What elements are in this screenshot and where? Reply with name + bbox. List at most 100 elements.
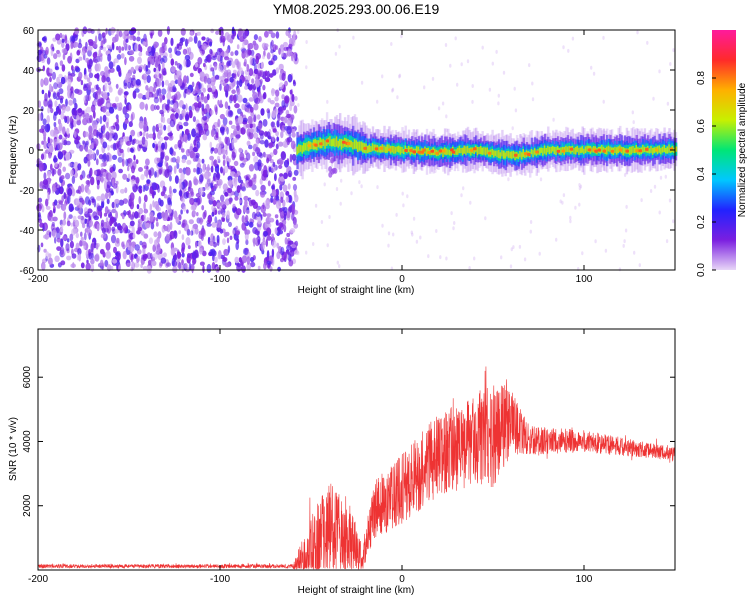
spectrogram-cell — [248, 179, 253, 187]
spectrogram-cell — [574, 205, 577, 210]
spectrogram-cell — [454, 36, 457, 41]
spectrogram-cell — [100, 163, 104, 168]
spectrogram-cell — [167, 82, 173, 92]
spectrogram-cell — [94, 58, 98, 64]
spectrogram-cell — [269, 266, 273, 272]
spectrogram-cell — [371, 143, 375, 151]
spectrogram-ytick-label: -20 — [20, 186, 35, 197]
spectrogram-cell — [125, 73, 129, 81]
spectrogram-cell — [85, 94, 90, 102]
spectrogram-cell — [262, 238, 266, 243]
spectrogram-cell — [71, 248, 74, 256]
spectrogram-cell — [236, 44, 240, 50]
spectrogram-cell — [74, 137, 80, 145]
spectrogram-cell — [189, 197, 195, 205]
spectrogram-cell — [378, 146, 381, 153]
spectrogram-cell — [545, 148, 548, 155]
spectrogram-ytick-label: 0 — [28, 146, 34, 157]
spectrogram-cell — [566, 146, 570, 152]
spectrogram-cell — [96, 149, 99, 156]
spectrogram-cell — [37, 100, 42, 108]
spectrogram-cell — [632, 146, 635, 153]
spectrogram-cell — [137, 56, 142, 65]
spectrogram-cell — [70, 222, 74, 227]
spectrogram-cell — [58, 73, 63, 79]
spectrogram-cell — [226, 210, 231, 220]
spectrogram-cell — [131, 165, 135, 174]
spectrogram-cell — [253, 173, 257, 180]
spectrogram-cell — [150, 32, 153, 39]
spectrogram-cell — [275, 89, 280, 97]
spectrogram-cell — [109, 131, 115, 136]
spectrogram-cell — [57, 168, 62, 176]
spectrogram-cell — [122, 173, 128, 180]
spectrogram-cell — [246, 256, 251, 265]
spectrogram-cell — [69, 149, 75, 154]
spectrogram-cell — [419, 235, 422, 240]
spectrogram-cell — [532, 150, 535, 158]
spectrogram-cell — [299, 144, 303, 152]
spectrogram-cell — [87, 49, 92, 57]
spectrogram-cell — [216, 219, 221, 229]
spectrogram-cell — [58, 200, 64, 205]
spectrogram-cell — [562, 193, 566, 198]
spectrogram-cell — [468, 148, 471, 154]
spectrogram-cell — [194, 253, 200, 259]
spectrogram-cell — [132, 74, 136, 80]
colorbar: 0.0 0.2 0.4 0.6 0.8 Normalized spectral ampl… — [696, 30, 748, 277]
spectrogram-cell — [179, 37, 184, 44]
spectrogram-cell — [266, 157, 270, 164]
spectrogram-cell — [164, 211, 169, 219]
spectrogram-cell — [222, 117, 228, 126]
spectrogram-cell — [594, 239, 597, 244]
spectrogram-cell — [163, 124, 167, 131]
spectrogram-cell — [569, 219, 572, 224]
spectrogram-cell — [283, 159, 290, 168]
spectrogram-cell — [223, 69, 229, 78]
spectrogram-cell — [192, 157, 197, 162]
spectrogram-cell — [173, 230, 178, 239]
spectrogram-cell — [398, 145, 401, 153]
spectrogram-cell — [48, 216, 54, 222]
spectrogram-cell — [242, 117, 248, 123]
spectrogram-cell — [219, 35, 223, 44]
spectrogram-cell — [214, 93, 217, 99]
spectrogram-cell — [501, 150, 504, 157]
spectrogram-cell — [116, 64, 121, 72]
spectrogram-cell — [61, 48, 68, 54]
spectrogram-cell — [241, 255, 247, 264]
spectrogram-cell — [108, 126, 114, 132]
spectrogram-cell — [465, 146, 468, 155]
spectrogram-cell — [466, 145, 470, 153]
spectrogram-cell — [164, 141, 168, 150]
snr-trace-holder — [38, 366, 675, 570]
spectrogram-cell — [231, 89, 236, 94]
spectrogram-cell — [271, 110, 276, 119]
spectrogram-cell — [317, 140, 321, 148]
spectrogram-cell — [339, 139, 342, 147]
spectrogram-cell — [152, 200, 155, 208]
spectrogram-cell — [658, 69, 661, 74]
spectrogram-cell — [104, 259, 109, 268]
spectrogram-cell — [276, 242, 280, 249]
spectrogram-cell — [167, 214, 173, 221]
spectrogram-cell — [279, 159, 283, 166]
spectrogram-cell — [225, 231, 230, 237]
spectrogram-cell — [568, 145, 571, 153]
spectrogram-cell — [237, 175, 242, 184]
spectrogram-cell — [188, 219, 194, 225]
spectrogram-cell — [193, 178, 199, 186]
spectrogram-cell — [81, 240, 87, 246]
spectrogram-cell — [469, 200, 472, 205]
spectrogram-cell — [94, 73, 100, 79]
spectrogram-cell — [390, 42, 393, 46]
spectrogram-cell — [181, 252, 185, 258]
spectrogram-cell — [323, 182, 326, 187]
spectrogram-cell — [264, 30, 269, 38]
spectrogram-cell — [573, 148, 576, 154]
spectrogram-cell — [245, 209, 250, 215]
spectrogram-cell — [520, 152, 524, 160]
spectrogram-cell — [67, 78, 72, 87]
spectrogram-cell — [66, 127, 70, 135]
spectrogram-cell — [159, 98, 162, 103]
